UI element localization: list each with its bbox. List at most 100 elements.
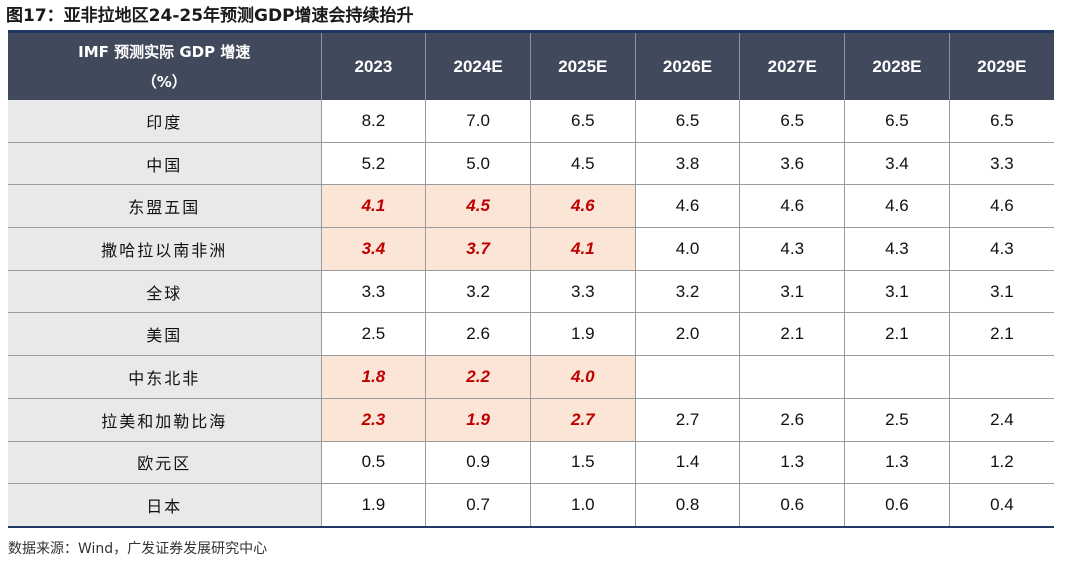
region-label: 欧元区	[8, 440, 322, 484]
value-cell: 4.6	[948, 184, 1054, 228]
table-header-row: IMF 预测实际 GDP 增速 （%） 2023 2024E 2025E 2026E 2…	[8, 32, 1054, 100]
title-rule	[8, 30, 1054, 31]
table-row: 撒哈拉以南非洲 3.4 3.7 4.1 4.0 4.3 4.3 4.3	[8, 227, 1054, 271]
gdp-forecast-table: IMF 预测实际 GDP 增速 （%） 2023 2024E 2025E 2026E 2…	[8, 31, 1054, 528]
value-cell: 7.0	[425, 100, 531, 143]
value-cell: 4.3	[844, 227, 950, 271]
value-cell: 8.2	[320, 100, 426, 143]
value-cell: 2.5	[844, 397, 950, 441]
region-label: 印度	[8, 100, 322, 143]
value-cell: 4.3	[739, 227, 845, 271]
value-cell: 3.1	[948, 269, 1054, 313]
value-cell: 2.7	[634, 397, 740, 441]
column-header: 2023	[320, 32, 426, 100]
value-cell: 2.6	[739, 397, 845, 441]
table-row: 拉美和加勒比海 2.3 1.9 2.7 2.7 2.6 2.5 2.4	[8, 397, 1054, 441]
value-cell: 3.6	[739, 141, 845, 185]
value-cell: 1.3	[739, 440, 845, 484]
table-row: 中国 5.2 5.0 4.5 3.8 3.6 3.4 3.3	[8, 141, 1054, 185]
highlighted-value-cell: 4.6	[529, 184, 636, 228]
value-cell: 6.5	[634, 100, 740, 143]
highlighted-value-cell: 4.1	[529, 227, 636, 271]
value-cell	[948, 355, 1054, 399]
value-cell: 1.3	[844, 440, 950, 484]
figure-source: 数据来源：Wind，广发证券发展研究中心	[8, 541, 268, 557]
value-cell: 2.4	[948, 397, 1054, 441]
value-cell: 2.1	[844, 312, 950, 356]
value-cell: 0.7	[425, 483, 531, 527]
value-cell	[634, 355, 740, 399]
table-row: 日本 1.9 0.7 1.0 0.8 0.6 0.6 0.4	[8, 483, 1054, 527]
value-cell: 0.9	[425, 440, 531, 484]
value-cell: 2.6	[425, 312, 531, 356]
value-cell: 6.5	[739, 100, 845, 143]
table-row: 欧元区 0.5 0.9 1.5 1.4 1.3 1.3 1.2	[8, 440, 1054, 484]
value-cell: 3.8	[634, 141, 740, 185]
value-cell: 5.2	[320, 141, 426, 185]
value-cell: 0.6	[739, 483, 845, 527]
highlighted-value-cell: 3.4	[320, 227, 426, 271]
value-cell: 0.6	[844, 483, 950, 527]
region-label: 美国	[8, 312, 322, 356]
value-cell: 1.2	[948, 440, 1054, 484]
value-cell: 0.8	[634, 483, 740, 527]
region-label: 全球	[8, 269, 322, 313]
value-cell: 3.3	[320, 269, 426, 313]
corner-header: IMF 预测实际 GDP 增速 （%）	[8, 32, 322, 100]
region-label: 撒哈拉以南非洲	[8, 227, 322, 271]
highlighted-value-cell: 2.3	[320, 397, 426, 441]
value-cell: 2.1	[948, 312, 1054, 356]
column-header: 2025E	[529, 32, 636, 100]
corner-header-line2: （%）	[141, 72, 187, 91]
highlighted-value-cell: 4.1	[320, 184, 426, 228]
value-cell	[844, 355, 950, 399]
table-row: 东盟五国 4.1 4.5 4.6 4.6 4.6 4.6 4.6	[8, 184, 1054, 228]
value-cell: 4.6	[844, 184, 950, 228]
corner-header-line1: IMF 预测实际 GDP 增速	[78, 42, 251, 61]
column-header: 2024E	[425, 32, 531, 100]
value-cell: 4.0	[634, 227, 740, 271]
region-label: 东盟五国	[8, 184, 322, 228]
value-cell: 2.0	[634, 312, 740, 356]
region-label: 拉美和加勒比海	[8, 397, 322, 441]
table-row: 中东北非 1.8 2.2 4.0	[8, 355, 1054, 399]
value-cell: 2.5	[320, 312, 426, 356]
value-cell: 3.1	[739, 269, 845, 313]
column-header: 2027E	[739, 32, 845, 100]
highlighted-value-cell: 2.2	[425, 355, 531, 399]
value-cell: 0.5	[320, 440, 426, 484]
value-cell: 5.0	[425, 141, 531, 185]
value-cell: 1.9	[320, 483, 426, 527]
value-cell: 3.2	[425, 269, 531, 313]
value-cell: 2.1	[739, 312, 845, 356]
value-cell: 1.5	[529, 440, 636, 484]
column-header: 2029E	[948, 32, 1054, 100]
value-cell: 4.6	[634, 184, 740, 228]
highlighted-value-cell: 4.0	[529, 355, 636, 399]
value-cell: 3.2	[634, 269, 740, 313]
figure-title: 图17：亚非拉地区24-25年预测GDP增速会持续抬升	[6, 6, 414, 26]
table-row: 全球 3.3 3.2 3.3 3.2 3.1 3.1 3.1	[8, 269, 1054, 313]
table-row: 印度 8.2 7.0 6.5 6.5 6.5 6.5 6.5	[8, 100, 1054, 143]
value-cell	[739, 355, 845, 399]
value-cell: 1.4	[634, 440, 740, 484]
highlighted-value-cell: 2.7	[529, 397, 636, 441]
value-cell: 3.3	[529, 269, 636, 313]
highlighted-value-cell: 4.5	[425, 184, 531, 228]
value-cell: 0.4	[948, 483, 1054, 527]
table-body: 印度 8.2 7.0 6.5 6.5 6.5 6.5 6.5 中国 5.2 5.0 4.5 3.8 3.6…	[8, 100, 1054, 527]
highlighted-value-cell: 3.7	[425, 227, 531, 271]
column-header: 2028E	[844, 32, 950, 100]
value-cell: 6.5	[948, 100, 1054, 143]
value-cell: 4.5	[529, 141, 636, 185]
value-cell: 4.6	[739, 184, 845, 228]
value-cell: 6.5	[529, 100, 636, 143]
value-cell: 3.3	[948, 141, 1054, 185]
value-cell: 6.5	[844, 100, 950, 143]
highlighted-value-cell: 1.8	[320, 355, 426, 399]
value-cell: 1.0	[529, 483, 636, 527]
highlighted-value-cell: 1.9	[425, 397, 531, 441]
value-cell: 1.9	[529, 312, 636, 356]
region-label: 日本	[8, 483, 322, 527]
value-cell: 4.3	[948, 227, 1054, 271]
